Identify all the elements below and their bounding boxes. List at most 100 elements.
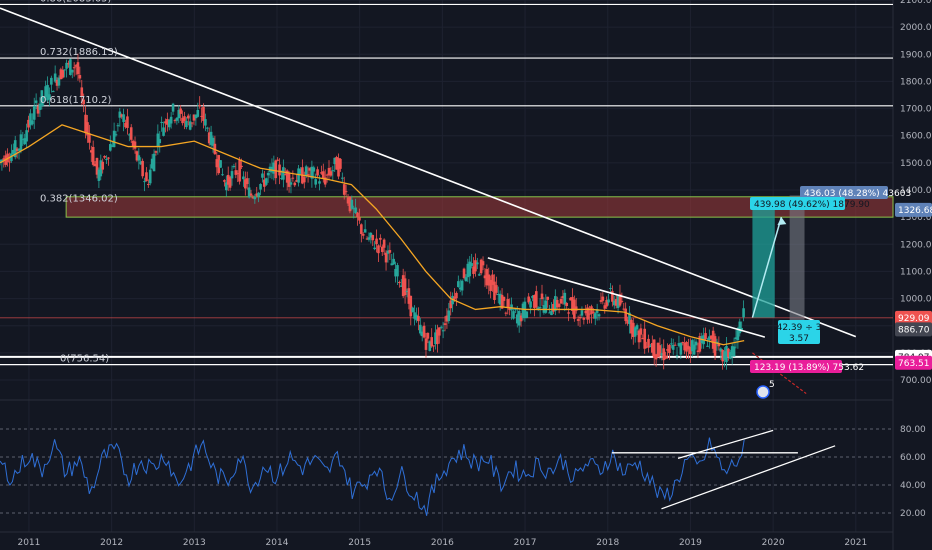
candle-down <box>8 161 11 163</box>
candle-up <box>413 312 416 319</box>
candle-down <box>432 345 435 347</box>
price-tick-label: 2100.00 <box>900 0 932 6</box>
candle-down <box>582 317 586 320</box>
candle-down <box>555 299 559 308</box>
candle-up <box>333 157 337 165</box>
candle-up <box>175 117 179 121</box>
fib-label: 0.732(1886.13) <box>40 47 118 58</box>
candle-up <box>99 160 103 177</box>
moving-average <box>0 124 745 346</box>
risk-ratio-label-1: 42.39 ÷ 3 <box>777 323 822 333</box>
candle-down <box>493 281 496 301</box>
long-position-box[interactable] <box>752 209 775 318</box>
candle-up <box>476 262 479 265</box>
candle-up <box>110 145 114 147</box>
event-badge-icon[interactable] <box>756 385 770 399</box>
candle-up <box>529 301 532 308</box>
candle-down <box>565 303 569 307</box>
candle-up <box>19 134 23 151</box>
price-tag-text: 1326.68 <box>898 206 932 216</box>
arrow-head-up <box>777 217 787 226</box>
candle-down <box>89 150 93 153</box>
trendlines[interactable] <box>0 7 857 338</box>
candle-down <box>534 291 538 308</box>
rsi-tick-label: 40.00 <box>900 481 926 491</box>
candle-up <box>297 168 300 183</box>
trendline[interactable] <box>0 7 857 338</box>
candle-up <box>219 160 222 168</box>
resistance-zone-rect[interactable] <box>65 196 894 218</box>
candle-up <box>550 310 553 316</box>
candle-down <box>344 191 348 193</box>
candle-down <box>263 179 266 187</box>
candle-up <box>299 169 302 174</box>
candle-down <box>681 342 685 344</box>
candle-down <box>215 159 219 168</box>
grid <box>0 0 894 550</box>
candle-down <box>228 177 232 188</box>
price-tick-label: 1100.00 <box>900 267 932 277</box>
candle-down <box>540 293 544 300</box>
candle-down <box>495 285 498 293</box>
candle-up <box>112 130 116 148</box>
candle-down <box>721 350 724 362</box>
candle-up <box>247 187 251 198</box>
candle-down <box>84 114 87 134</box>
candle-down <box>245 178 249 185</box>
rsi-trendline[interactable] <box>677 429 774 460</box>
time-axis[interactable]: 2011 2012 2013 2014 2015 2016 2017 2018 2019 2020… <box>17 538 867 548</box>
candle-down <box>82 99 85 105</box>
candle-down <box>316 169 319 176</box>
candle-up <box>677 343 681 346</box>
candle-down <box>614 299 618 306</box>
position-tools[interactable] <box>751 195 807 395</box>
candle-up <box>470 263 473 267</box>
candle-down <box>474 260 477 272</box>
candle-down <box>217 155 221 174</box>
candle-down <box>651 343 654 353</box>
candle-down <box>283 174 287 176</box>
candle-up <box>253 196 257 200</box>
candle-down <box>179 108 182 114</box>
candle-down <box>255 193 259 196</box>
candle-down <box>251 197 255 199</box>
candle-down <box>426 332 430 339</box>
candle-down <box>95 157 99 175</box>
rsi-tick-label: 60.00 <box>900 453 926 463</box>
candle-up <box>447 310 451 322</box>
candle-down <box>398 282 401 284</box>
candle-up <box>169 116 173 124</box>
candle-down <box>154 151 158 153</box>
fib-label: 0.618(1710.2) <box>40 95 112 106</box>
candle-down <box>483 275 487 279</box>
candle-up <box>25 130 28 142</box>
rsi-trendline[interactable] <box>661 445 836 510</box>
candle-down <box>342 184 346 195</box>
candle-down <box>80 87 84 97</box>
candle-down <box>409 295 413 317</box>
candle-down <box>487 274 491 286</box>
projection-up-arrow[interactable] <box>751 216 783 318</box>
candle-up <box>531 296 534 298</box>
candle-down <box>666 349 669 351</box>
candle-up <box>194 114 198 119</box>
candle-up <box>105 159 108 161</box>
candle-down <box>687 345 690 350</box>
candle-down <box>561 296 565 299</box>
candle-down <box>291 177 295 179</box>
price-tag-bg <box>895 202 932 217</box>
price-tag-text: 886.70 <box>898 325 930 335</box>
price-range-box[interactable] <box>789 195 805 326</box>
candle-up <box>612 300 616 306</box>
candle-up <box>671 344 675 350</box>
candle-up <box>42 97 46 99</box>
time-tick-label: 2017 <box>514 538 537 548</box>
trendline[interactable] <box>487 257 766 338</box>
candle-up <box>205 127 209 129</box>
projection-down-arrow[interactable] <box>752 352 807 395</box>
candle-up <box>272 162 276 174</box>
candle-up <box>367 237 371 240</box>
candle-down <box>186 115 190 119</box>
candle-up <box>460 280 464 291</box>
